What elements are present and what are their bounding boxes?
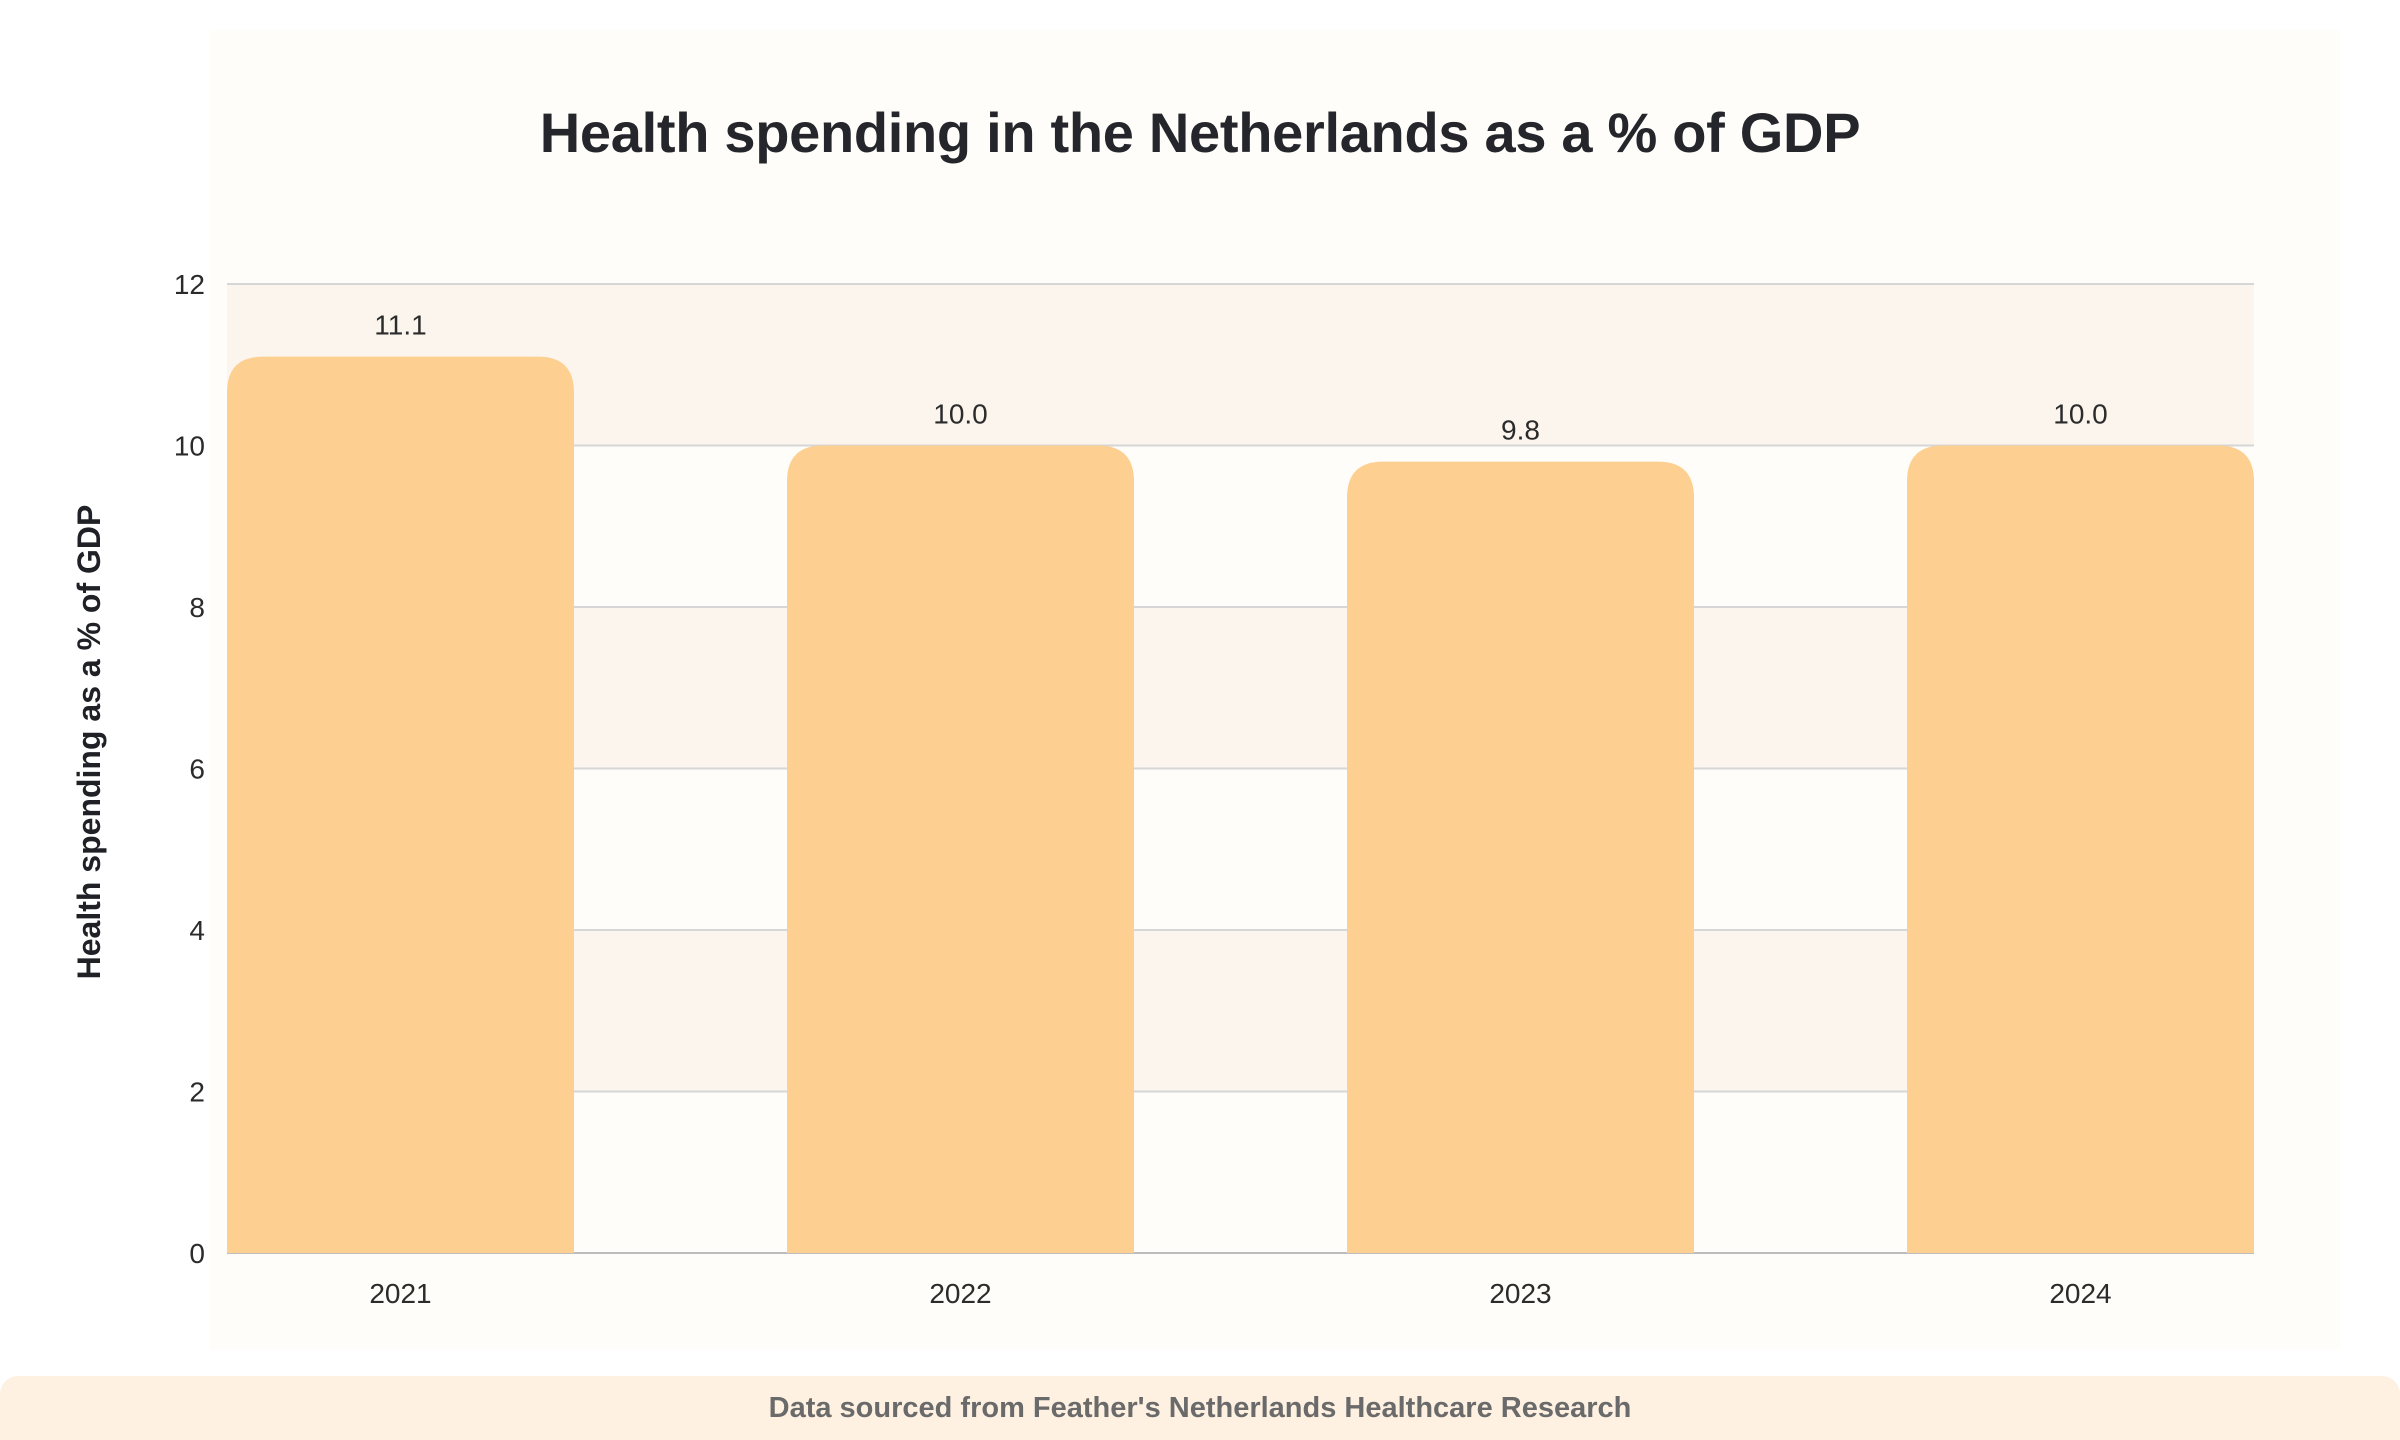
bar-2023 xyxy=(1347,461,1694,1253)
y-tick-label: 4 xyxy=(189,915,205,946)
bar-2021 xyxy=(227,356,574,1253)
bar-2024 xyxy=(1907,445,2254,1253)
y-tick-label: 6 xyxy=(189,754,205,785)
data-label-2022: 10.0 xyxy=(933,399,988,430)
data-label-2024: 10.0 xyxy=(2053,399,2108,430)
chart-title: Health spending in the Netherlands as a … xyxy=(539,101,1861,164)
chart-data-labels: 11.1 10.0 9.8 10.0 xyxy=(374,310,2107,446)
footer-bar: Data sourced from Feather's Netherlands … xyxy=(0,1376,2400,1440)
chart-bars xyxy=(227,356,2254,1253)
x-tick-label: 2023 xyxy=(1489,1278,1551,1309)
y-axis-title: Health spending as a % of GDP xyxy=(71,505,107,980)
x-tick-label: 2022 xyxy=(929,1278,991,1309)
y-tick-label: 12 xyxy=(174,269,205,300)
y-tick-label: 0 xyxy=(189,1238,205,1269)
data-label-2021: 11.1 xyxy=(374,310,426,341)
x-tick-label: 2024 xyxy=(2049,1278,2111,1309)
bar-2022 xyxy=(787,445,1134,1253)
x-axis-ticks: 2021 2022 2023 2024 xyxy=(369,1278,2111,1309)
y-tick-label: 8 xyxy=(189,592,205,623)
x-tick-label: 2021 xyxy=(369,1278,431,1309)
y-tick-label: 2 xyxy=(189,1077,205,1108)
data-label-2023: 9.8 xyxy=(1501,415,1540,446)
source-note: Data sourced from Feather's Netherlands … xyxy=(768,1391,1632,1424)
y-axis-ticks: 0 2 4 6 8 10 12 xyxy=(174,269,205,1269)
y-tick-label: 10 xyxy=(174,431,205,462)
